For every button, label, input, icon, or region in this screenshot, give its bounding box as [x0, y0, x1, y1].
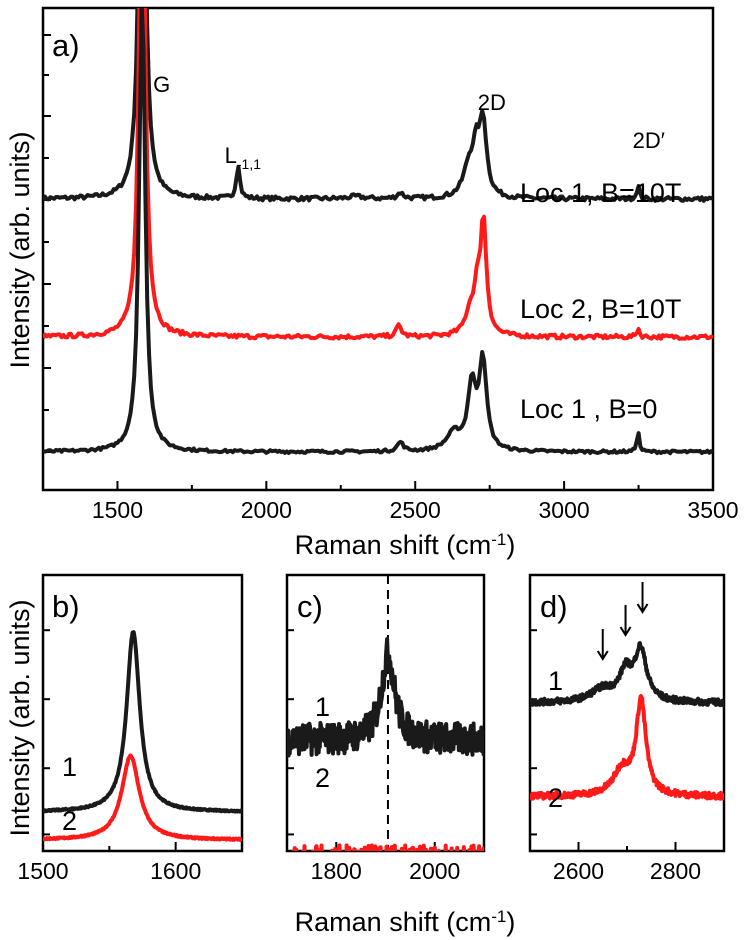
panel-label: a) [52, 28, 80, 63]
series-line-b-1 [43, 630, 242, 814]
peak-annotation: G [153, 72, 170, 97]
series-line-c-1 [287, 637, 484, 758]
series-line-b-2 [43, 753, 242, 842]
x-axis-label-bottom: Raman shift (cm-1) [295, 907, 516, 937]
peak-arrow-head [619, 626, 632, 637]
series-label: 2 [315, 763, 330, 793]
x-tick-label: 2000 [409, 858, 460, 884]
x-tick-label: 2500 [390, 497, 441, 523]
panel-label: c) [297, 589, 323, 624]
series-label: Loc 1 , B=0 [520, 394, 657, 424]
series-label: Loc 2, B=10T [520, 294, 681, 324]
tick-layer: 1500 2000 2500 3000 3500 1500 1600 1800 2000 2600… [17, 481, 739, 884]
series-label: 1 [548, 666, 563, 696]
x-tick-label: 2800 [650, 858, 701, 884]
x-tick-label: 1500 [92, 497, 143, 523]
peak-arrow-head [596, 650, 609, 661]
peak-annotation: L-1,1 [225, 143, 262, 172]
series-label: Loc 1, B=10T [520, 178, 681, 208]
x-tick-label: 2000 [241, 497, 292, 523]
series-line-d-1 [530, 641, 724, 708]
series-label: 1 [315, 692, 330, 722]
series-label: 1 [62, 752, 77, 782]
x-tick-label: 1600 [150, 858, 201, 884]
x-tick-label: 1800 [311, 858, 362, 884]
series-line-a-1 [43, 8, 713, 203]
panel-label: b) [52, 589, 80, 624]
x-tick-label: 1500 [17, 858, 68, 884]
series-line-a-2 [43, 8, 713, 341]
panel-label: d) [540, 589, 568, 624]
series-label: 2 [62, 806, 77, 836]
y-axis-label-top: Intensity (arb. units) [5, 131, 35, 368]
series-layer [43, 8, 724, 851]
peak-arrow-head [636, 603, 649, 614]
peak-annotation: 2D′ [633, 128, 665, 153]
panel-a-frame [41, 6, 715, 492]
x-tick-label: 2600 [553, 858, 604, 884]
panel-b-frame [41, 573, 244, 853]
annotation-layer: Loc 1, B=10T Loc 2, B=10T Loc 1 , B=0 a) G L-… [52, 28, 681, 836]
series-line-d-2 [530, 694, 724, 801]
x-axis-label-top: Raman shift (cm-1) [295, 530, 516, 560]
peak-annotation: 2D [478, 90, 506, 115]
series-label: 2 [548, 783, 563, 813]
x-tick-label: 3000 [539, 497, 590, 523]
y-axis-label-bottom: Intensity (arb. units) [5, 599, 35, 836]
x-tick-label: 3500 [687, 497, 738, 523]
series-line-a-3 [43, 8, 713, 456]
